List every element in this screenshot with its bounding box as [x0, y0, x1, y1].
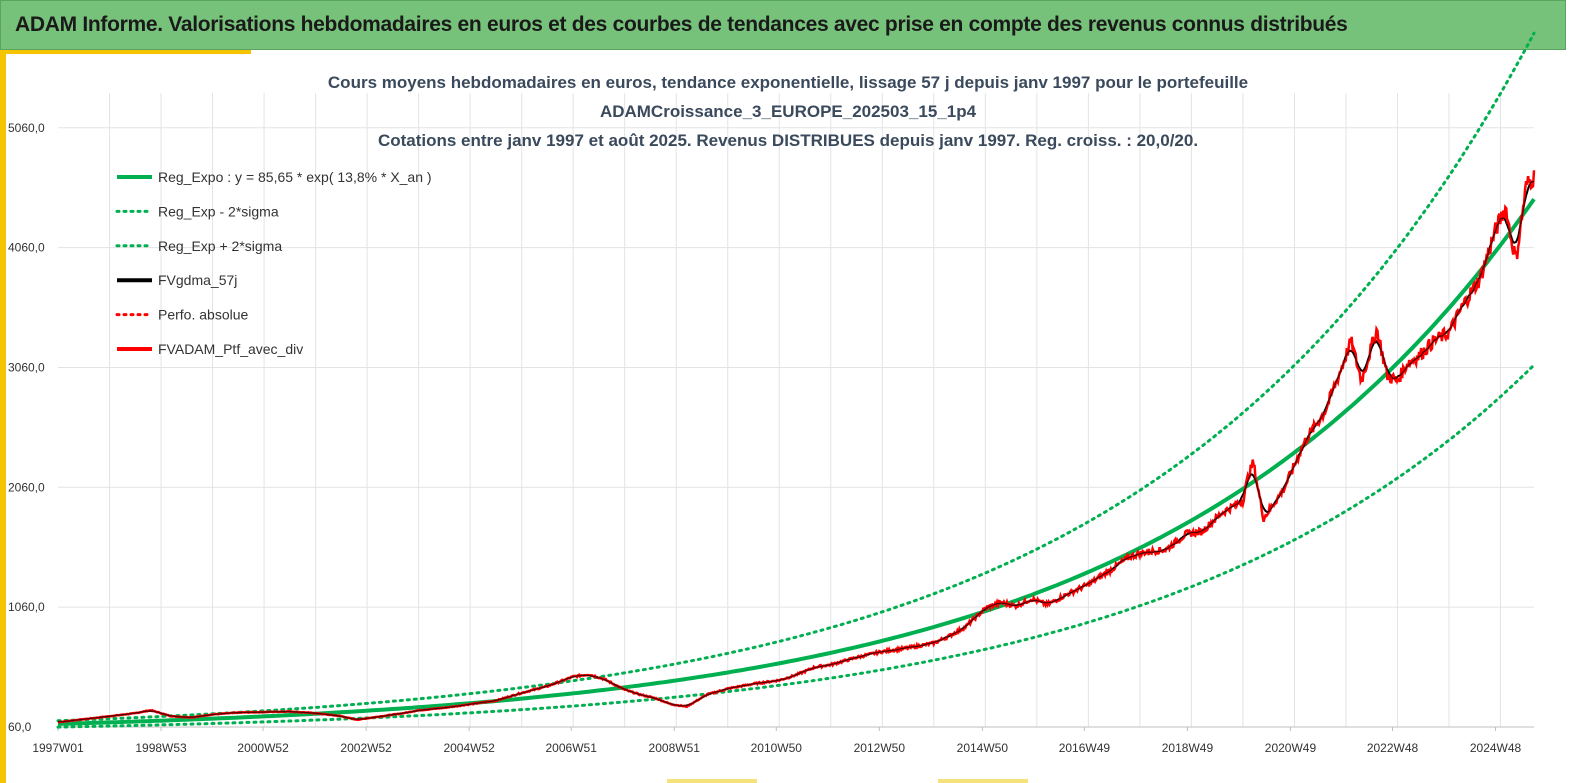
series-layer	[56, 31, 1536, 729]
legend-label: FVADAM_Ptf_avec_div	[158, 341, 303, 357]
x-tick-label: 2016W49	[1059, 741, 1111, 755]
grid	[58, 93, 1534, 728]
y-tick-label: 4060,0	[8, 241, 45, 255]
y-tick-label: 1060,0	[8, 600, 45, 614]
series-line-1	[56, 363, 1536, 729]
x-tick-label: 1998W53	[135, 741, 187, 755]
series-line-0	[57, 197, 1536, 726]
accent-bar-top	[6, 50, 251, 54]
x-tick-label: 2000W52	[237, 741, 289, 755]
x-tick-label: 2012W50	[854, 741, 906, 755]
legend-label: Perfo. absolue	[158, 307, 248, 323]
x-tick-label: 1997W01	[32, 741, 84, 755]
accent-bar-bottom	[667, 779, 757, 783]
y-tick-label: 5060,0	[8, 121, 45, 135]
accent-bar-bottom	[938, 779, 1028, 783]
header-banner: ADAM Informe. Valorisations hebdomadaire…	[0, 0, 1566, 50]
x-tick-label: 2022W48	[1367, 741, 1419, 755]
x-tick-label: 2002W52	[340, 741, 392, 755]
legend: Reg_Expo : y = 85,65 * exp( 13,8% * X_an…	[115, 169, 432, 357]
legend-label: FVgdma_57j	[158, 272, 237, 288]
page-title: ADAM Informe. Valorisations hebdomadaire…	[15, 13, 1348, 36]
series-line-2	[56, 31, 1536, 723]
legend-label: Reg_Exp - 2*sigma	[158, 203, 279, 219]
series-line-smooth-overlay	[57, 180, 1535, 723]
legend-label: Reg_Exp + 2*sigma	[158, 238, 282, 254]
x-tick-label: 2006W51	[546, 741, 598, 755]
chart-title-line-2: ADAMCroissance_3_EUROPE_202503_15_1p4	[600, 102, 977, 121]
x-tick-label: 2010W50	[751, 741, 803, 755]
x-tick-label: 2004W52	[443, 741, 495, 755]
x-tick-label: 2008W51	[649, 741, 701, 755]
y-tick-label: 2060,0	[8, 480, 45, 494]
x-tick-label: 2020W49	[1265, 741, 1317, 755]
y-tick-label: 60,0	[8, 720, 32, 734]
legend-label: Reg_Expo : y = 85,65 * exp( 13,8% * X_an…	[158, 169, 432, 185]
x-tick-label: 2024W48	[1470, 741, 1522, 755]
chart-title: Cours moyens hebdomadaires en euros, ten…	[328, 73, 1248, 150]
accent-bar-left	[0, 50, 6, 783]
series-line-3	[57, 180, 1535, 723]
x-tick-label: 2014W50	[957, 741, 1009, 755]
chart-title-line-3: Cotations entre janv 1997 et août 2025. …	[378, 131, 1198, 150]
y-tick-label: 3060,0	[8, 360, 45, 374]
chart-title-line-1: Cours moyens hebdomadaires en euros, ten…	[328, 73, 1248, 92]
axis: 60,0 1060,0 2060,0 3060,0 4060,0 5060,0 1997W0…	[8, 121, 1534, 755]
x-tick-label: 2018W49	[1162, 741, 1214, 755]
